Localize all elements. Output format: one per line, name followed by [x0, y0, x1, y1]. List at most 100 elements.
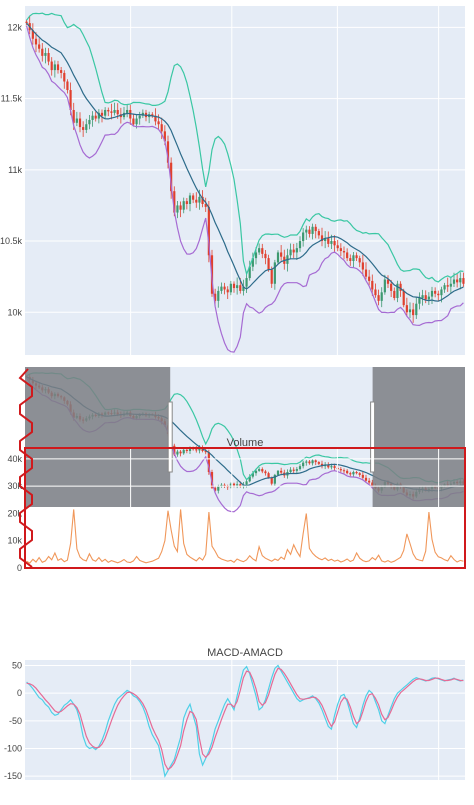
y-tick-label: 0 [17, 563, 22, 573]
price-candle-body [408, 309, 412, 313]
price-candle-body [418, 298, 421, 304]
price-candle [176, 201, 179, 219]
price-candle-body [157, 121, 160, 125]
price-candle [320, 227, 324, 247]
range-slider-handle-left[interactable] [167, 401, 173, 473]
price-candle [126, 104, 129, 118]
slider-candle [339, 467, 342, 473]
price-candle [34, 32, 38, 53]
slider-candle [261, 467, 264, 474]
slider-candle [358, 472, 361, 477]
price-candle [317, 228, 320, 239]
price-candle-body [251, 258, 254, 267]
price-candle [188, 192, 192, 212]
price-candle-body [390, 283, 393, 291]
volume-line [26, 509, 464, 564]
price-candle-body [430, 290, 434, 297]
slider-candle [314, 459, 317, 466]
price-candle-body [383, 279, 386, 293]
price-candle-body [91, 115, 94, 120]
price-candle-body [34, 38, 38, 45]
slider-candle-body [204, 451, 207, 453]
slider-candle-body [339, 469, 342, 471]
price-candle [248, 260, 251, 281]
price-candle [258, 243, 261, 255]
price-candle [421, 289, 424, 306]
slider-candle-body [346, 470, 349, 474]
price-candle-body [346, 252, 349, 259]
slider-candle-body [295, 469, 298, 471]
price-candle-body [38, 44, 41, 49]
price-candle-body [69, 90, 72, 110]
price-candle-body [311, 226, 314, 234]
price-candle [292, 243, 295, 259]
price-candle-body [239, 285, 242, 291]
price-candle-body [160, 124, 163, 132]
slider-candle-body [371, 482, 374, 486]
price-candle-body [374, 289, 377, 296]
slider-candle-body [245, 481, 248, 485]
price-candle [132, 113, 135, 127]
price-candle [289, 243, 292, 260]
price-candle [204, 197, 207, 212]
price-candle-body [63, 72, 66, 82]
price-candle-body [261, 248, 264, 254]
price-candle-body [339, 248, 342, 252]
price-candle-body [122, 112, 126, 118]
slider-candle-body [223, 484, 226, 486]
slider-candle-body [207, 452, 210, 472]
price-candle-body [47, 53, 50, 62]
price-candle-body [88, 119, 91, 125]
price-candle-body [188, 195, 192, 205]
slider-candle-body [270, 477, 273, 484]
price-candle-body [31, 30, 34, 39]
range-slider-handle-right[interactable] [370, 401, 376, 473]
price-candle-body [198, 196, 201, 203]
price-candle [364, 262, 368, 280]
price-plot-area[interactable] [25, 6, 465, 355]
price-candle-body [100, 112, 104, 116]
slider-candle-body [273, 474, 276, 484]
price-candle-body [154, 115, 157, 122]
price-candle-body [53, 64, 56, 71]
price-candle [380, 287, 383, 308]
slider-candle-body [361, 474, 364, 478]
price-y-ticks: 10k 10.5k 11k 11.5k 12k [0, 22, 22, 317]
price-candle [38, 38, 41, 53]
slider-candle-body [349, 473, 352, 475]
price-candle [280, 245, 283, 261]
price-candle-body [138, 115, 141, 119]
price-candle-body [258, 248, 261, 253]
price-candle [446, 277, 449, 292]
price-candle [270, 266, 273, 288]
price-candle-body [336, 245, 339, 249]
price-candle-body [166, 141, 170, 163]
macd-plot-area[interactable] [25, 660, 465, 780]
price-candle-body [151, 114, 154, 116]
y-tick-label: 20k [7, 508, 22, 518]
price-candle-body [377, 295, 380, 301]
price-candle-body [364, 269, 368, 277]
volume-plot-area[interactable] [25, 448, 465, 568]
slider-candle [298, 464, 302, 471]
slider-candle-body [352, 472, 355, 475]
price-candle-body [280, 252, 283, 257]
price-candle-body [462, 278, 465, 284]
price-candle [261, 243, 264, 259]
price-candle-body [173, 191, 176, 213]
slider-candle [355, 470, 358, 475]
price-candle-body [94, 115, 97, 119]
price-candle [236, 277, 239, 295]
slider-candle-body [317, 462, 320, 464]
macd-lines [26, 664, 464, 778]
y-tick-label: -50 [9, 716, 22, 726]
slider-candle-body [214, 487, 217, 491]
price-candle-body [330, 241, 333, 244]
price-candle [327, 231, 330, 248]
slider-candle [182, 448, 185, 455]
price-candle-body [107, 109, 110, 112]
price-candle-body [248, 266, 251, 279]
slider-candle-body [236, 484, 239, 486]
price-candle [82, 121, 85, 137]
